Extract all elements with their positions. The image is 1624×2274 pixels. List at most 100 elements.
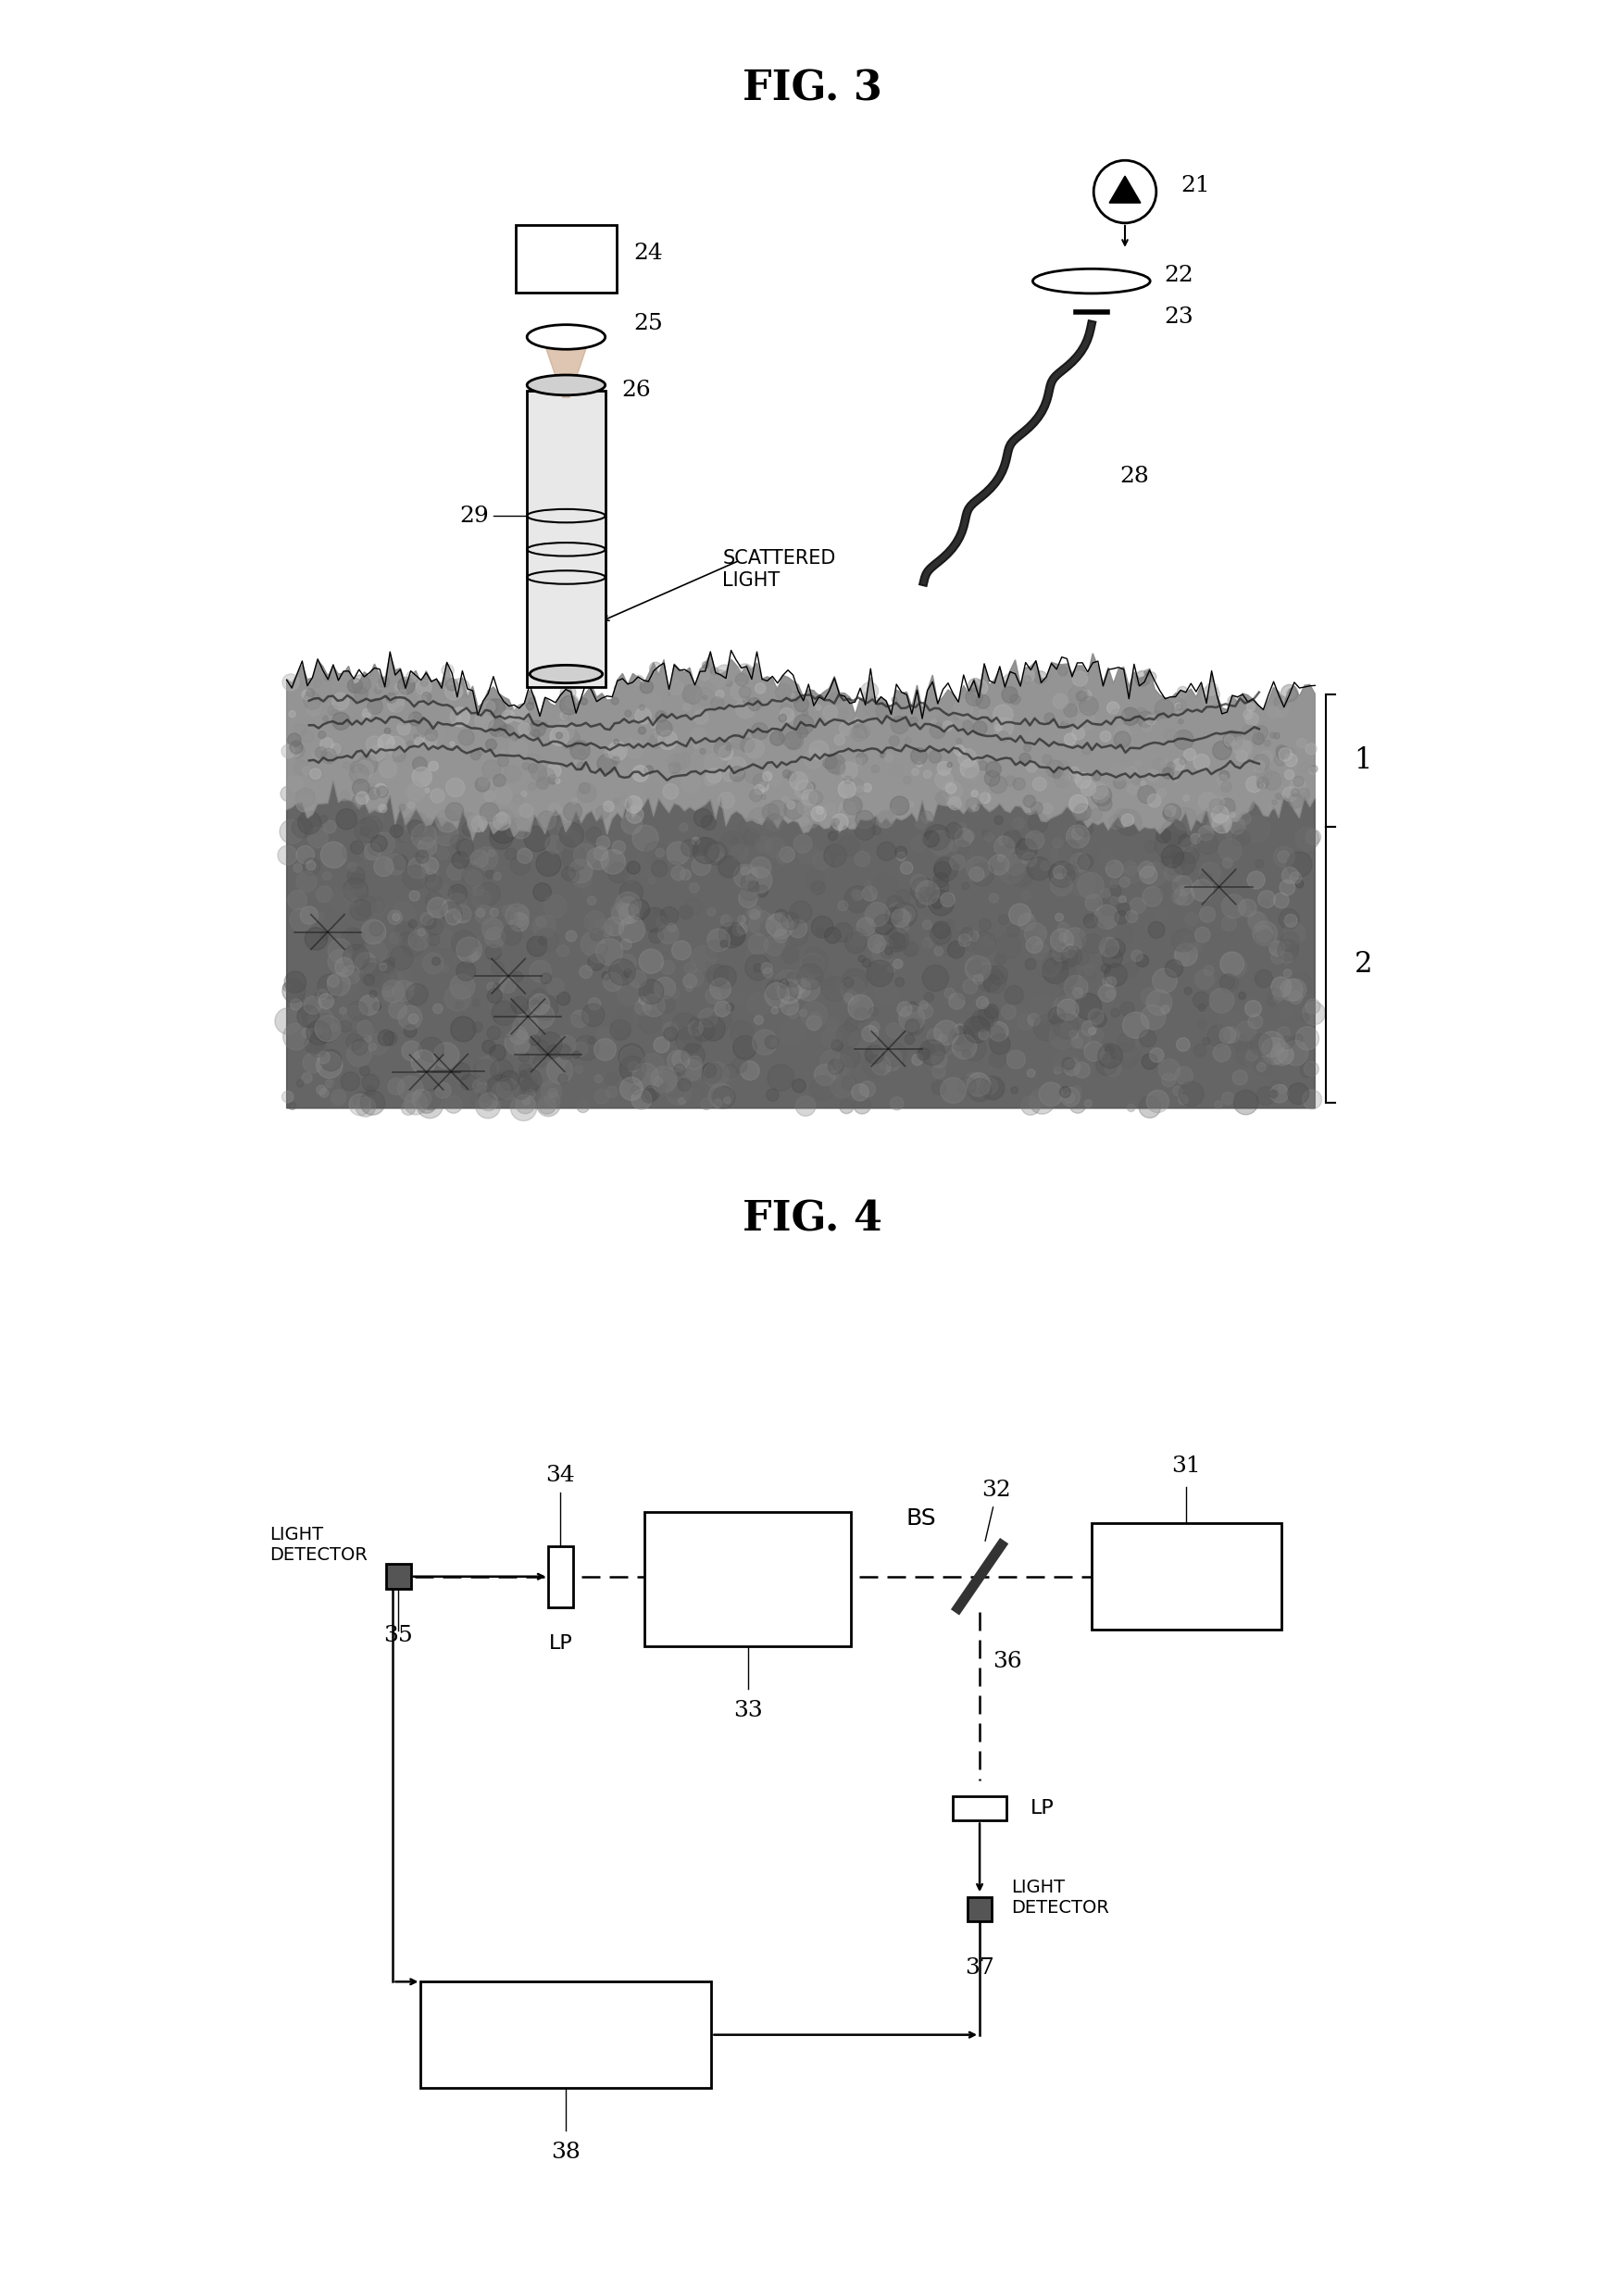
Circle shape (1301, 1014, 1309, 1021)
Circle shape (729, 766, 745, 782)
Circle shape (896, 921, 909, 932)
Circle shape (835, 735, 844, 746)
Circle shape (986, 1026, 1005, 1044)
Circle shape (763, 771, 771, 780)
Circle shape (551, 775, 555, 780)
Circle shape (896, 889, 911, 903)
Circle shape (1122, 766, 1137, 782)
Circle shape (573, 844, 596, 866)
Circle shape (783, 739, 789, 746)
Circle shape (752, 1030, 778, 1055)
Text: LIGHT
DETECTOR: LIGHT DETECTOR (270, 1526, 369, 1565)
Circle shape (1018, 1014, 1034, 1030)
Circle shape (971, 862, 994, 887)
Circle shape (367, 1032, 388, 1055)
Circle shape (1147, 1089, 1169, 1112)
Circle shape (672, 1051, 690, 1069)
Circle shape (999, 857, 1025, 885)
Circle shape (809, 694, 820, 703)
Circle shape (289, 746, 300, 757)
Circle shape (656, 712, 667, 723)
Circle shape (744, 766, 762, 785)
Circle shape (486, 928, 505, 948)
Circle shape (1111, 764, 1127, 782)
Circle shape (502, 905, 515, 919)
Circle shape (689, 1016, 698, 1028)
Text: 32: 32 (983, 1480, 1012, 1501)
Circle shape (955, 1028, 965, 1037)
Circle shape (702, 1062, 723, 1082)
Circle shape (968, 1016, 991, 1039)
Circle shape (564, 712, 568, 719)
Circle shape (750, 857, 771, 878)
Circle shape (953, 746, 965, 755)
Circle shape (1285, 914, 1298, 928)
Circle shape (1186, 912, 1199, 926)
Circle shape (887, 964, 895, 973)
Circle shape (427, 898, 448, 919)
Circle shape (365, 785, 378, 796)
Circle shape (425, 891, 443, 910)
FancyBboxPatch shape (953, 1796, 1007, 1821)
Circle shape (1257, 1087, 1275, 1105)
Circle shape (1054, 1067, 1060, 1073)
Circle shape (1069, 1057, 1078, 1067)
Circle shape (888, 903, 906, 919)
Circle shape (684, 703, 690, 712)
Circle shape (685, 1060, 705, 1080)
Circle shape (1174, 944, 1197, 966)
Circle shape (335, 957, 354, 976)
Circle shape (689, 1021, 703, 1037)
Circle shape (408, 930, 429, 951)
Circle shape (953, 864, 960, 871)
Circle shape (559, 823, 583, 846)
Circle shape (283, 673, 299, 691)
Circle shape (749, 910, 773, 935)
Circle shape (991, 853, 1007, 869)
Circle shape (451, 850, 469, 869)
Circle shape (978, 1007, 997, 1026)
Circle shape (619, 955, 637, 971)
Circle shape (361, 1067, 370, 1076)
Circle shape (1249, 912, 1268, 932)
Circle shape (356, 953, 377, 973)
Circle shape (989, 775, 1007, 794)
Circle shape (369, 841, 382, 855)
Circle shape (656, 916, 667, 928)
Circle shape (971, 787, 987, 805)
Circle shape (1021, 891, 1031, 901)
Circle shape (1288, 1082, 1309, 1105)
Circle shape (931, 719, 937, 725)
Circle shape (594, 1089, 609, 1103)
Circle shape (840, 1101, 854, 1114)
Circle shape (393, 748, 406, 762)
Circle shape (408, 782, 425, 800)
Circle shape (611, 903, 630, 921)
Circle shape (940, 1078, 966, 1103)
Circle shape (1233, 830, 1250, 846)
Circle shape (1304, 1062, 1319, 1076)
Circle shape (1296, 828, 1319, 850)
Circle shape (352, 780, 370, 796)
Circle shape (601, 850, 625, 873)
Circle shape (895, 978, 905, 987)
Circle shape (877, 812, 892, 828)
Circle shape (1073, 987, 1083, 998)
Circle shape (1091, 1012, 1106, 1028)
Circle shape (489, 719, 507, 737)
Circle shape (854, 850, 870, 866)
Circle shape (289, 907, 312, 930)
Circle shape (745, 955, 771, 980)
Circle shape (398, 989, 411, 1003)
Circle shape (641, 1089, 656, 1103)
Circle shape (416, 850, 429, 864)
Circle shape (715, 1098, 721, 1107)
Circle shape (661, 907, 679, 926)
Circle shape (451, 1016, 476, 1041)
Circle shape (536, 850, 560, 875)
Circle shape (499, 907, 518, 926)
Circle shape (1015, 839, 1038, 860)
Circle shape (1033, 778, 1046, 791)
Circle shape (869, 1007, 879, 1016)
Circle shape (434, 819, 450, 835)
